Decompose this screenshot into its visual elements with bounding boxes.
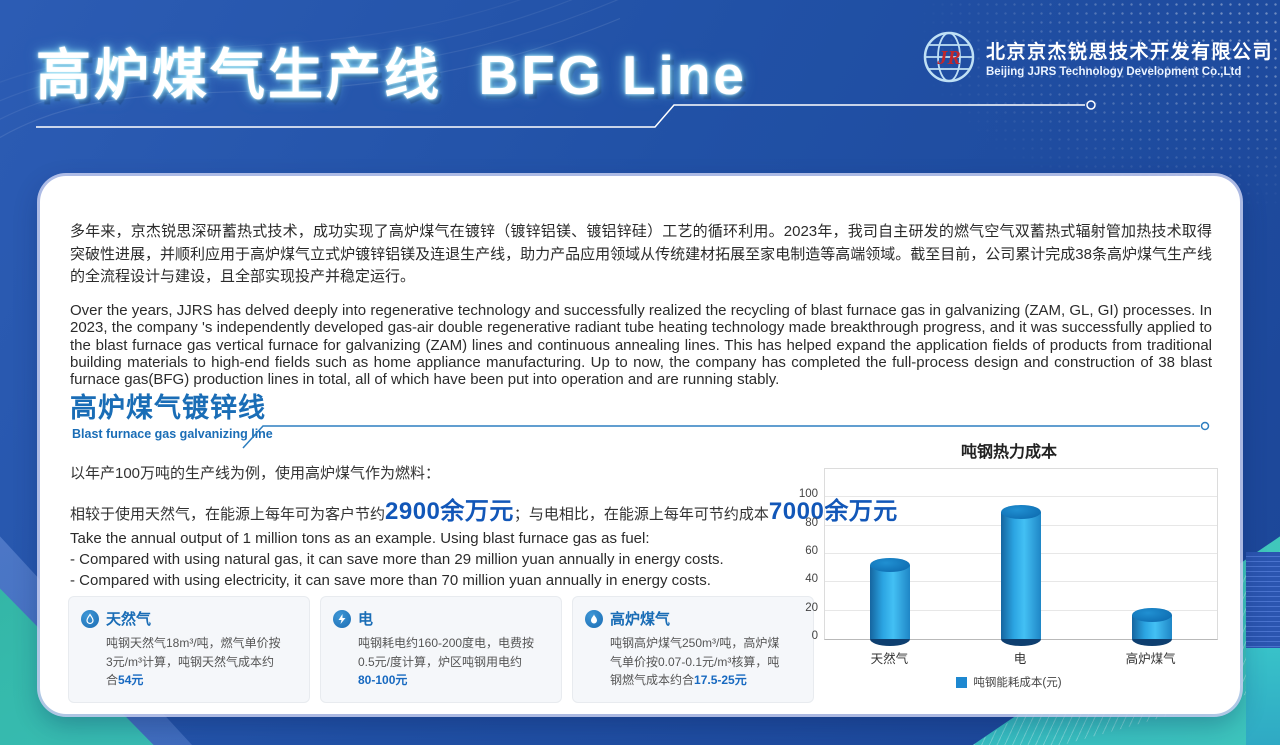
savings-summary: 以年产100万吨的生产线为例，使用高炉煤气作为燃料： 相较于使用天然气，在能源上… bbox=[70, 462, 897, 526]
chart-legend: 吨钢能耗成本(元) bbox=[784, 674, 1234, 690]
chart-plot-area bbox=[824, 468, 1218, 646]
bfg-icon bbox=[585, 609, 603, 628]
savings-en-line1: Take the annual output of 1 million tons… bbox=[70, 530, 650, 547]
fuel-card-text-body: 吨钢高炉煤气250m³/吨，高炉煤气单价按0.07-0.1元/m³核算，吨钢燃气… bbox=[610, 636, 780, 688]
company-globe-logo-icon: JR bbox=[923, 31, 975, 83]
cylinder-body bbox=[870, 565, 911, 639]
savings-line2: 相较于使用天然气，在能源上每年可为客户节约 2900余万元 ；与电相比，在能源上每年… bbox=[70, 491, 897, 526]
header-underline bbox=[36, 100, 1096, 128]
section-title-zh: 高炉煤气镀锌线 bbox=[70, 393, 266, 423]
logo-monogram: JR bbox=[936, 47, 960, 69]
savings-highlight-2: 7000余万元 bbox=[768, 498, 898, 525]
savings-en-line3: - Compared with using electricity, it ca… bbox=[70, 572, 711, 589]
bar-cylinder-1 bbox=[1001, 504, 1041, 646]
section-heading: 高炉煤气镀锌线 Blast furnace gas galvanizing li… bbox=[70, 386, 273, 441]
y-axis-tick-label: 40 bbox=[805, 573, 818, 586]
fuel-card-text-body: 吨钢天然气18m³/吨，燃气单价按3元/m³计算，吨钢天然气成本约合 bbox=[106, 636, 281, 688]
savings-line2-part2: ；与电相比，在能源上每年可节约成本 bbox=[513, 506, 769, 523]
y-axis-tick-label: 80 bbox=[805, 516, 818, 529]
cylinder-top bbox=[1131, 607, 1172, 622]
company-name-en: Beijing JJRS Technology Development Co.,… bbox=[986, 65, 1242, 78]
intro-paragraph-en: Over the years, JJRS has delved deeply i… bbox=[70, 302, 1212, 388]
fuel-card-text: 吨钢天然气18m³/吨，燃气单价按3元/m³计算，吨钢天然气成本约合54元 bbox=[106, 634, 284, 690]
fuel-card-highlight: 54元 bbox=[118, 673, 144, 688]
fuel-card-text-body: 吨钢耗电约160-200度电，电费按0.5元/度计算，炉区吨钢用电约 bbox=[358, 636, 535, 669]
natural-gas-icon bbox=[81, 609, 99, 628]
page-title: 高炉煤气生产线 BFG Line bbox=[36, 44, 748, 106]
x-axis-category-label: 电 bbox=[1013, 652, 1027, 666]
fuel-card-natural-gas: 天然气 吨钢天然气18m³/吨，燃气单价按3元/m³计算，吨钢天然气成本约合54… bbox=[68, 596, 310, 703]
fuel-card-bfg: 高炉煤气 吨钢高炉煤气250m³/吨，高炉煤气单价按0.07-0.1元/m³核算… bbox=[572, 596, 814, 703]
legend-label: 吨钢能耗成本(元) bbox=[973, 677, 1062, 689]
company-name-zh: 北京京杰锐思技术开发有限公司 bbox=[986, 41, 1274, 63]
x-axis-category-label: 天然气 bbox=[870, 652, 909, 666]
fuel-card-title: 电 bbox=[358, 611, 374, 628]
cylinder-top bbox=[870, 558, 911, 573]
company-branding: JR 北京京杰锐思技术开发有限公司 Beijing JJRS Technolog… bbox=[922, 30, 1273, 84]
fuel-card-header: 电 bbox=[333, 608, 549, 629]
fuel-card-title: 天然气 bbox=[106, 611, 152, 628]
savings-line2-part1: 相较于使用天然气，在能源上每年可为客户节约 bbox=[70, 506, 386, 523]
fuel-card-highlight: 80-100元 bbox=[358, 673, 408, 688]
fuel-card-electricity: 电 吨钢耗电约160-200度电，电费按0.5元/度计算，炉区吨钢用电约 80-1… bbox=[320, 596, 562, 703]
x-axis-category-label: 高炉煤气 bbox=[1125, 652, 1176, 666]
cylinder-top bbox=[1001, 504, 1041, 519]
y-axis-tick-label: 20 bbox=[805, 601, 818, 614]
right-edge-stripe-block bbox=[1246, 552, 1280, 648]
fuel-card-text: 吨钢高炉煤气250m³/吨，高炉煤气单价按0.07-0.1元/m³核算，吨钢燃气… bbox=[610, 634, 788, 690]
electricity-icon bbox=[333, 609, 351, 628]
fuel-card-text: 吨钢耗电约160-200度电，电费按0.5元/度计算，炉区吨钢用电约 80-100… bbox=[358, 634, 536, 690]
savings-summary-en: Take the annual output of 1 million tons… bbox=[70, 528, 770, 591]
cylinder-body bbox=[1001, 511, 1041, 639]
bar-cylinder-0 bbox=[870, 558, 911, 646]
gridline bbox=[825, 496, 1217, 498]
fuel-card-title: 高炉煤气 bbox=[610, 611, 671, 628]
fuel-card-header: 天然气 bbox=[81, 608, 297, 629]
right-edge-teal-strip bbox=[1246, 648, 1280, 745]
fuel-card-header: 高炉煤气 bbox=[585, 608, 801, 629]
cost-bar-chart: 吨钢热力成本 吨钢能耗成本(元) 0 20 40 60 80 100 天然气 电 高炉煤气 bbox=[784, 438, 1234, 693]
section-title-en: Blast furnace gas galvanizing line bbox=[72, 427, 273, 441]
savings-en-line2: - Compared with using natural gas, it ca… bbox=[70, 551, 724, 568]
y-axis-tick-label: 100 bbox=[798, 488, 818, 501]
savings-highlight-1: 2900余万元 bbox=[385, 498, 514, 525]
intro-paragraph-zh: 多年来，京杰锐思深研蓄热式技术，成功实现了高炉煤气在镀锌（镀锌铝镁、镀铝锌硅）工… bbox=[70, 223, 1212, 285]
fuel-cost-cards: 天然气 吨钢天然气18m³/吨，燃气单价按3元/m³计算，吨钢天然气成本约合54… bbox=[68, 596, 814, 703]
bar-cylinder-2 bbox=[1131, 607, 1172, 646]
content-card: 多年来，京杰锐思深研蓄热式技术，成功实现了高炉煤气在镀锌（镀锌铝镁、镀铝锌硅）工… bbox=[40, 176, 1240, 714]
y-axis-tick-label: 0 bbox=[811, 630, 818, 642]
fuel-card-highlight: 17.5-25元 bbox=[694, 673, 747, 688]
section-divider-line bbox=[242, 421, 1210, 449]
chart-title: 吨钢热力成本 bbox=[960, 444, 1057, 461]
savings-line1: 以年产100万吨的生产线为例，使用高炉煤气作为燃料： bbox=[70, 465, 441, 482]
legend-swatch bbox=[956, 676, 968, 688]
y-axis-tick-label: 60 bbox=[805, 545, 818, 557]
